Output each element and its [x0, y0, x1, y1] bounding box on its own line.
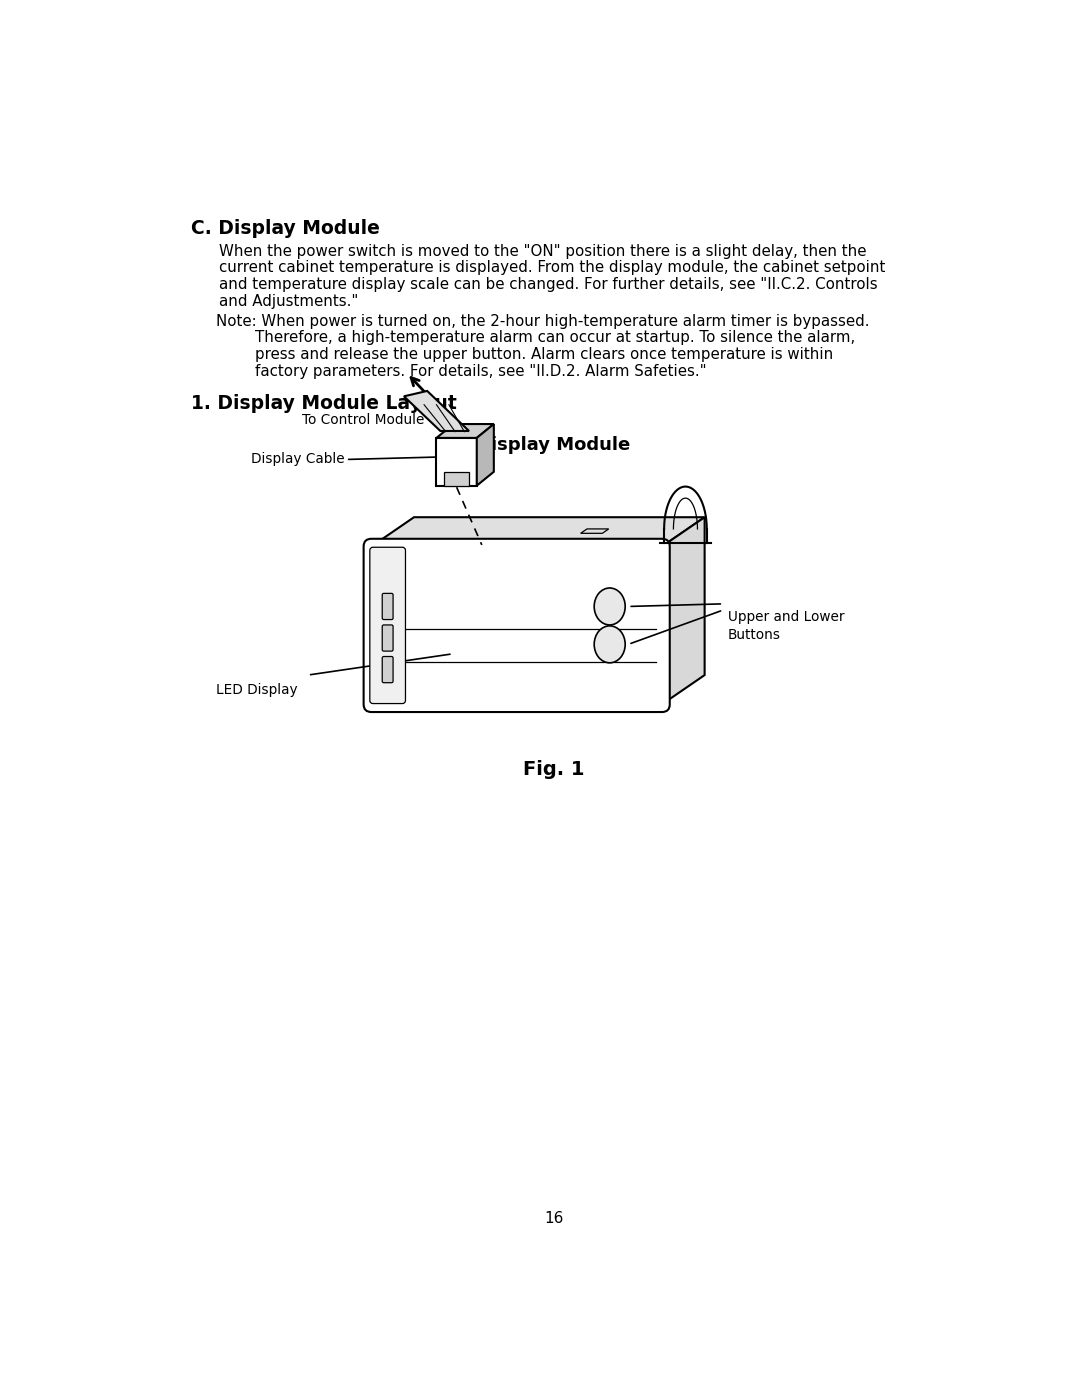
FancyBboxPatch shape [382, 657, 393, 683]
Polygon shape [476, 425, 494, 486]
Text: Fig. 1: Fig. 1 [523, 760, 584, 778]
Polygon shape [372, 517, 704, 546]
Text: 1. Display Module Layout: 1. Display Module Layout [191, 394, 457, 414]
FancyBboxPatch shape [364, 539, 670, 712]
Text: and Adjustments.": and Adjustments." [218, 293, 359, 309]
Polygon shape [436, 437, 476, 486]
Text: current cabinet temperature is displayed. From the display module, the cabinet s: current cabinet temperature is displayed… [218, 260, 886, 275]
Polygon shape [436, 425, 494, 437]
FancyBboxPatch shape [369, 548, 405, 704]
Text: When the power switch is moved to the "ON" position there is a slight delay, the: When the power switch is moved to the "O… [218, 244, 866, 258]
Ellipse shape [594, 626, 625, 662]
Polygon shape [581, 529, 609, 534]
Polygon shape [404, 391, 469, 432]
Text: Display Cable: Display Cable [252, 453, 345, 467]
Polygon shape [662, 517, 704, 704]
Text: To Control Module: To Control Module [301, 414, 424, 427]
Ellipse shape [594, 588, 625, 624]
Polygon shape [444, 472, 469, 486]
Text: Display Module: Display Module [476, 436, 631, 454]
Text: Therefore, a high-temperature alarm can occur at startup. To silence the alarm,: Therefore, a high-temperature alarm can … [255, 331, 855, 345]
Text: and temperature display scale can be changed. For further details, see "II.C.2. : and temperature display scale can be cha… [218, 277, 877, 292]
Text: press and release the upper button. Alarm clears once temperature is within: press and release the upper button. Alar… [255, 346, 834, 362]
Text: Note: When power is turned on, the 2-hour high-temperature alarm timer is bypass: Note: When power is turned on, the 2-hou… [216, 314, 869, 328]
Text: 16: 16 [544, 1211, 563, 1227]
FancyBboxPatch shape [382, 594, 393, 619]
FancyBboxPatch shape [382, 624, 393, 651]
Text: factory parameters. For details, see "II.D.2. Alarm Safeties.": factory parameters. For details, see "II… [255, 363, 706, 379]
Text: LED Display: LED Display [216, 683, 298, 697]
Text: Upper and Lower
Buttons: Upper and Lower Buttons [728, 610, 845, 643]
Text: C. Display Module: C. Display Module [191, 219, 380, 239]
